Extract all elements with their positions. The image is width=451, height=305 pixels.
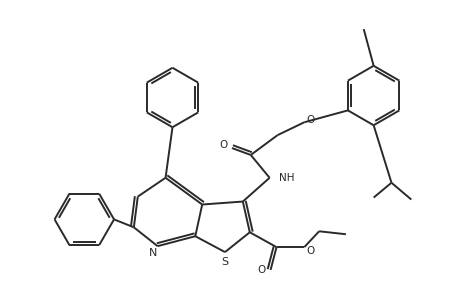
Text: S: S — [221, 257, 228, 267]
Text: O: O — [306, 115, 314, 125]
Text: O: O — [219, 140, 227, 150]
Text: NH: NH — [278, 173, 293, 183]
Text: O: O — [257, 265, 265, 275]
Text: N: N — [148, 248, 156, 258]
Text: O: O — [306, 246, 314, 256]
